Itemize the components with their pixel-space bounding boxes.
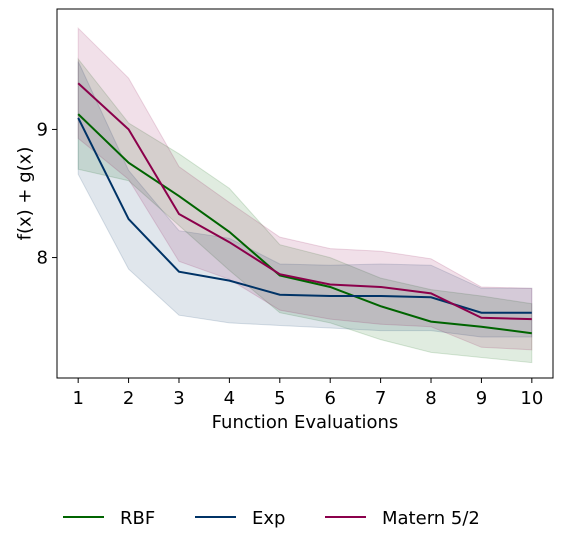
y-tick-label: 8 [37, 248, 48, 269]
y-axis: 89 [37, 119, 57, 269]
x-tick-label: 8 [425, 388, 436, 409]
legend: RBF Exp Matern 5/2 [63, 508, 480, 529]
band-matern-5-2 [77, 26, 533, 351]
x-tick-label: 1 [72, 388, 83, 409]
legend-label-rbf: RBF [120, 508, 155, 529]
x-tick-label: 10 [520, 388, 543, 409]
legend-label-matern-5-2: Matern 5/2 [382, 508, 480, 529]
line-matern-5-2 [77, 82, 532, 321]
x-tick-label: 2 [123, 388, 134, 409]
x-tick-label: 9 [476, 388, 487, 409]
legend-label-exp: Exp [252, 508, 285, 529]
plot-frame [56, 8, 554, 379]
x-tick-label: 4 [224, 388, 235, 409]
line-rbf [77, 113, 532, 335]
band-rbf [77, 57, 533, 364]
series-lines [77, 82, 532, 335]
y-axis-label: f(x) + g(x) [14, 147, 35, 241]
x-tick-label: 3 [173, 388, 184, 409]
x-axis: 1 2 3 4 5 6 7 8 9 10 [72, 378, 543, 409]
x-axis-label: Function Evaluations [212, 412, 399, 433]
y-tick-label: 9 [37, 119, 48, 140]
x-tick-label: 6 [324, 388, 335, 409]
x-tick-label: 5 [274, 388, 285, 409]
confidence-bands [77, 26, 533, 364]
x-tick-label: 7 [375, 388, 386, 409]
